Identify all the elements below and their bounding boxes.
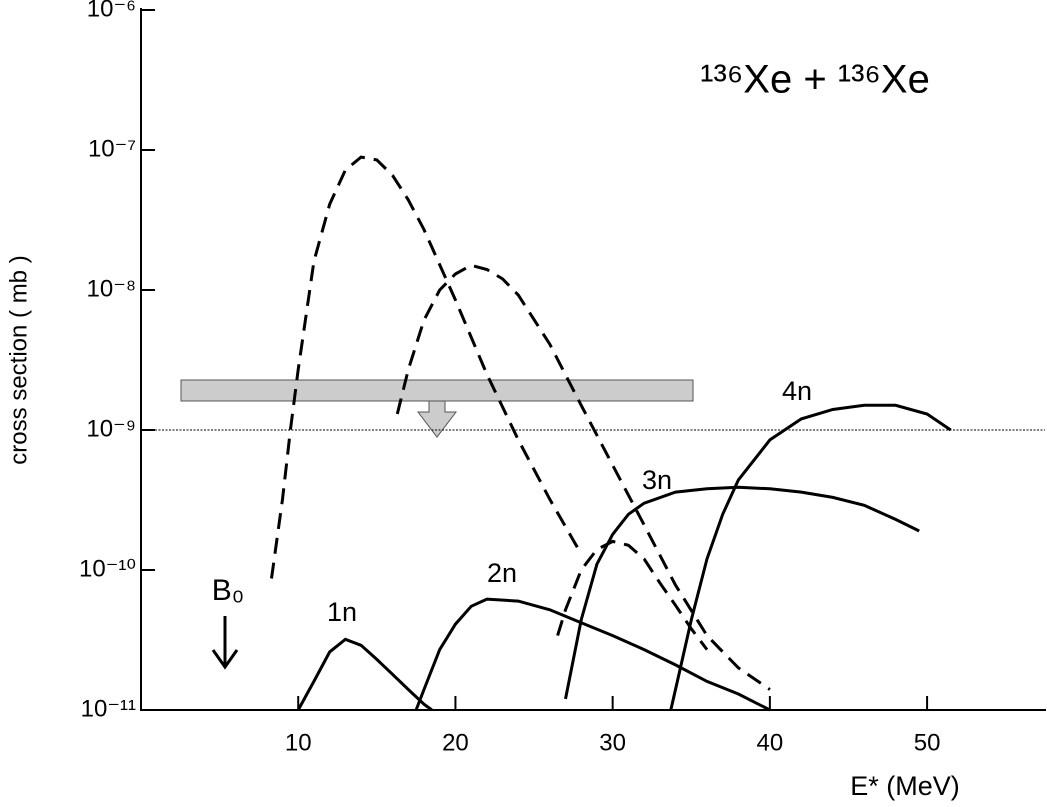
- series-line: [556, 539, 709, 651]
- series-label: 4n: [782, 376, 812, 406]
- y-tick-label: 10⁻¹⁰: [79, 555, 136, 582]
- x-tick-label: 40: [757, 729, 784, 756]
- series-line: [414, 597, 771, 712]
- y-tick-label: 10⁻¹¹: [81, 695, 136, 722]
- series-line: [296, 637, 433, 712]
- x-tick-label: 50: [914, 729, 941, 756]
- y-axis-label: cross section ( mb ): [5, 255, 32, 464]
- x-axis-label: E* (MeV): [850, 771, 960, 801]
- series-label: 1n: [327, 597, 357, 627]
- x-tick-label: 20: [442, 729, 469, 756]
- series-label: 3n: [642, 465, 672, 495]
- x-tick-label: 30: [599, 729, 626, 756]
- upper-limit-marker: [180, 379, 694, 438]
- series-line: [669, 403, 952, 711]
- series-line: [270, 155, 583, 579]
- y-tick-label: 10⁻⁷: [88, 135, 136, 162]
- plot-frame: [140, 8, 1046, 711]
- barrier-label: B₀: [212, 574, 244, 607]
- y-tick-label: 10⁻⁸: [87, 275, 137, 302]
- chart-title: ¹³⁶Xe + ¹³⁶Xe: [700, 58, 930, 102]
- x-tick-label: 10: [285, 729, 312, 756]
- series-label: 2n: [487, 558, 517, 588]
- y-tick-label: 10⁻⁹: [86, 415, 136, 442]
- series-line: [395, 263, 771, 691]
- barrier-arrow: [211, 616, 239, 670]
- series-line: [564, 485, 920, 700]
- y-tick-label: 10⁻⁶: [87, 0, 136, 22]
